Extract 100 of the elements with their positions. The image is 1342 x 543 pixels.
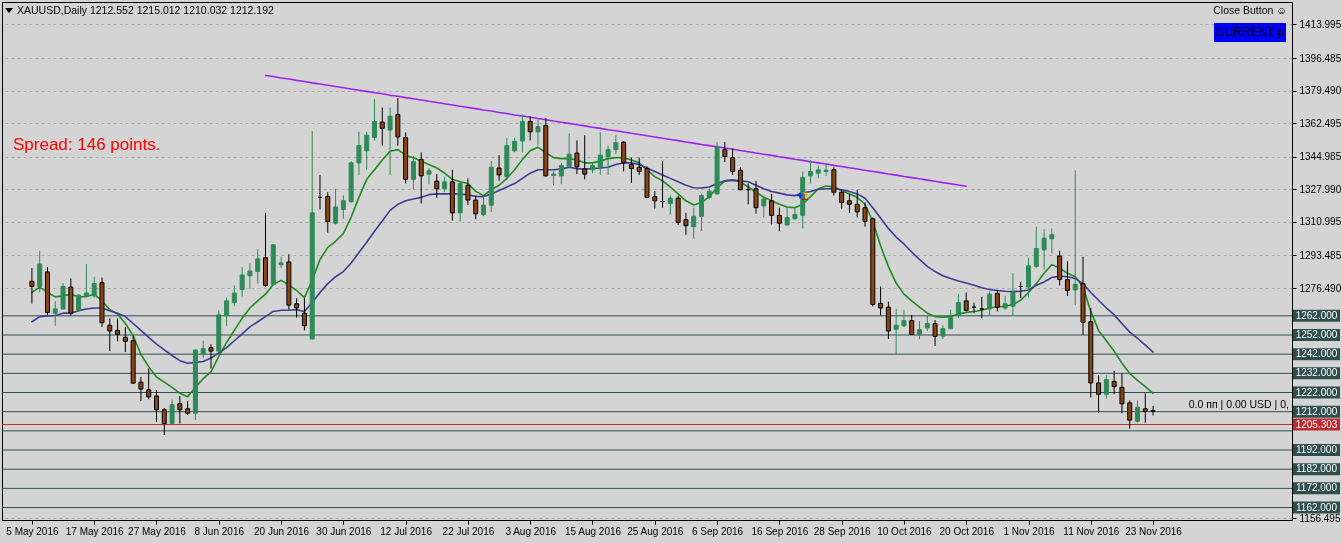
candlestick	[776, 207, 782, 232]
candlestick	[854, 189, 860, 218]
candlestick	[122, 326, 128, 353]
candlestick	[387, 107, 393, 176]
candlestick	[893, 308, 899, 356]
candlestick	[699, 193, 704, 232]
candlestick	[994, 289, 1000, 312]
candlestick	[340, 195, 346, 220]
candlestick	[138, 376, 144, 402]
ref-line-label: 1252.000	[1295, 329, 1338, 340]
x-tick-label: 22 Jul 2016	[442, 525, 495, 537]
x-tick-label: 16 Sep 2016	[751, 525, 809, 537]
candlestick	[519, 114, 525, 153]
candlestick	[364, 131, 370, 171]
button: CURRENT p	[1214, 23, 1286, 42]
x-tick-label: 15 Aug 2016	[564, 525, 622, 537]
x-tick-label: 10 Oct 2016	[877, 525, 933, 537]
x-tick-label: 23 Nov 2016	[1125, 525, 1183, 537]
candlestick	[115, 317, 121, 342]
candlestick	[901, 309, 907, 328]
candlestick	[247, 262, 253, 290]
ref-line-label: 1262.000	[1295, 309, 1338, 321]
candlestick	[1072, 169, 1078, 306]
candlestick	[146, 367, 152, 400]
candlestick	[597, 131, 603, 176]
candlestick	[574, 139, 580, 175]
x-tick-label: 30 Jun 2016	[316, 525, 372, 537]
ref-line-label: 1205.303	[1295, 418, 1338, 430]
candlestick	[979, 296, 985, 319]
candlestick	[1057, 250, 1063, 286]
candlestick	[846, 193, 852, 214]
text: 0.0 пп | 0.00 USD | 0,	[1188, 398, 1289, 410]
y-tick-label: 1379.490	[1299, 85, 1342, 97]
candlestick	[1135, 399, 1141, 424]
ref-line-label: 1162.000	[1296, 501, 1338, 513]
candlestick	[535, 119, 541, 147]
candlestick	[1049, 227, 1055, 254]
candlestick	[558, 162, 564, 185]
candlestick	[434, 173, 440, 199]
x-tick-label: 28 Sep 2016	[813, 525, 871, 537]
x-tick-label: 20 Jun 2016	[254, 525, 310, 537]
x-tick-label: 17 May 2016	[65, 525, 125, 537]
candlestick	[395, 97, 401, 147]
candlestick	[831, 166, 837, 197]
candlestick	[1041, 228, 1047, 271]
candlestick	[1103, 374, 1109, 399]
candlestick	[278, 256, 284, 269]
candlestick	[255, 248, 261, 285]
x-tick-label: 25 Aug 2016	[627, 525, 684, 537]
candlestick	[410, 155, 416, 191]
candlestick	[761, 195, 767, 218]
candlestick	[932, 319, 938, 347]
candlestick	[691, 207, 697, 240]
candlestick	[955, 293, 961, 319]
candlestick	[169, 398, 175, 425]
candlestick	[37, 250, 43, 293]
annotation: Spread: 146 points.	[13, 135, 161, 154]
candlestick	[1127, 399, 1133, 430]
candlestick	[753, 180, 759, 215]
y-tick-label: 1362.495	[1299, 117, 1342, 129]
chart-title: XAUUSD,Daily 1212.552 1215.012 1210.032 1212.192	[17, 4, 275, 16]
y-tick-label: 1310.995	[1299, 216, 1342, 228]
candlestick	[1111, 370, 1117, 395]
candlestick	[987, 290, 993, 316]
candlestick	[683, 212, 689, 236]
y-tick-label: 1293.485	[1299, 249, 1342, 261]
y-tick-label: 1413.995	[1299, 18, 1342, 30]
x-tick-label: 3 Aug 2016	[505, 525, 557, 537]
candlestick	[1119, 373, 1125, 414]
x-tick-label: 20 Oct 2016	[939, 525, 995, 537]
x-tick-label: 11 Nov 2016	[1063, 525, 1120, 537]
candlestick	[605, 145, 611, 176]
candlestick	[239, 266, 245, 297]
candlestick	[60, 282, 66, 311]
candlestick	[1064, 260, 1070, 297]
candlestick	[628, 157, 634, 184]
y-tick-label: 1276.490	[1299, 282, 1342, 294]
x-tick-label: 1 Nov 2016	[1003, 525, 1056, 537]
candlestick	[1010, 272, 1016, 316]
candlestick	[356, 131, 362, 176]
candlestick	[231, 284, 237, 307]
candlestick	[153, 389, 159, 423]
candlestick	[52, 300, 58, 327]
candlestick	[823, 162, 829, 177]
candlestick	[792, 206, 798, 221]
ref-line-label: 1222.000	[1295, 386, 1338, 398]
candlestick	[613, 134, 619, 155]
candlestick	[769, 193, 775, 225]
text: Close Button ☺	[1213, 4, 1287, 16]
x-tick-label: 8 Jun 2016	[194, 525, 245, 537]
x-tick-label: 12 Jul 2016	[380, 525, 433, 537]
candlestick	[371, 98, 377, 141]
candlestick	[1096, 374, 1102, 414]
candlestick	[426, 167, 432, 185]
candlestick	[294, 297, 300, 319]
y-tick-label: 1344.985	[1299, 151, 1342, 163]
ref-line-label: 1192.000	[1296, 444, 1338, 456]
candlestick	[83, 263, 89, 299]
ref-line-label: 1242.000	[1295, 348, 1338, 360]
ref-line-label: 1182.000	[1296, 463, 1338, 475]
